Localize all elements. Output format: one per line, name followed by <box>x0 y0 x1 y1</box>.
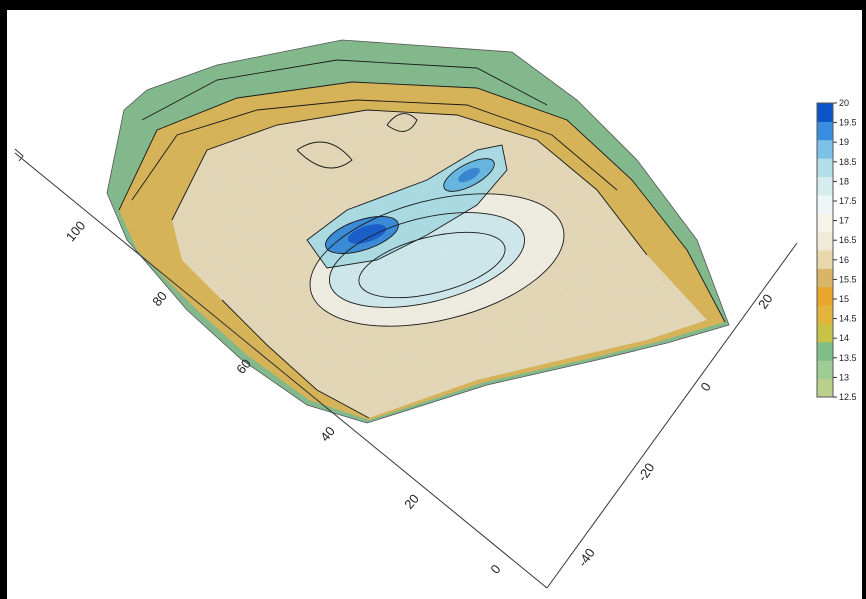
colorbar-segment <box>817 231 833 251</box>
colorbar-tick-label: 17.5 <box>839 196 857 206</box>
colorbar-segment <box>817 378 833 398</box>
colorbar-tick-label: 14.5 <box>839 314 857 324</box>
colorbar-tick-label: 15.5 <box>839 274 857 284</box>
axes <box>14 148 798 589</box>
colorbar-segment <box>817 139 833 159</box>
x-tick-label: 20 <box>401 491 422 512</box>
colorbar-tick-label: 19.5 <box>839 118 857 128</box>
colorbar-segment <box>817 213 833 233</box>
surface <box>106 39 730 424</box>
colorbar-frame <box>816 102 834 398</box>
colorbar-tick-label: 16 <box>839 255 849 265</box>
contour-lines <box>118 59 726 419</box>
y-tick-label: 0 <box>697 379 713 394</box>
colorbar-tick-label: 19 <box>839 137 849 147</box>
plot-canvas: 0 20 40 60 80 100 -40 -20 0 20 12.5 13 13.5 14 14.5 1… <box>7 10 862 599</box>
x-tick-label: 40 <box>317 424 338 445</box>
x-axis-line <box>14 152 548 589</box>
colorbar-segment <box>817 103 833 122</box>
colorbar-segment <box>817 121 833 141</box>
corner-marker <box>14 148 24 162</box>
colorbar-tick-label: 18 <box>839 176 849 186</box>
colorbar-tick-label: 17 <box>839 216 849 226</box>
colorbar-segment <box>817 341 833 361</box>
colorbar-tick-label: 12.5 <box>839 392 857 402</box>
colorbar-segment <box>817 158 833 177</box>
colorbar-tick-label: 13 <box>839 372 849 382</box>
colorbar-tick-label: 18.5 <box>839 157 857 167</box>
colorbar-tick-label: 16.5 <box>839 235 857 245</box>
colorbar: 12.5 13 13.5 14 14.5 15 15.5 16 16.5 17 17.5 18 18.5… <box>816 98 857 402</box>
colorbar-segment <box>817 360 833 380</box>
colorbar-segment <box>817 323 833 343</box>
colorbar-tick-label: 13.5 <box>839 353 857 363</box>
y-tick-label: -20 <box>634 460 657 484</box>
colorbar-segment <box>817 176 833 196</box>
colorbar-tick-label: 20 <box>839 98 849 108</box>
colorbar-segment <box>817 305 833 324</box>
colorbar-segment <box>817 250 833 269</box>
colorbar-tick-label: 14 <box>839 333 849 343</box>
colorbar-tick-label: 15 <box>839 294 849 304</box>
x-tick-label: 80 <box>149 288 170 309</box>
y-tick-label: 20 <box>755 291 776 311</box>
x-tick-label: 0 <box>487 562 503 577</box>
y-axis-line <box>546 242 798 589</box>
colorbar-segment <box>817 286 833 306</box>
y-tick-label: -40 <box>575 545 598 569</box>
x-tick-label: 100 <box>63 218 88 244</box>
colorbar-segment <box>817 268 833 288</box>
colorbar-segment <box>817 194 833 214</box>
surface-texture <box>107 40 729 423</box>
